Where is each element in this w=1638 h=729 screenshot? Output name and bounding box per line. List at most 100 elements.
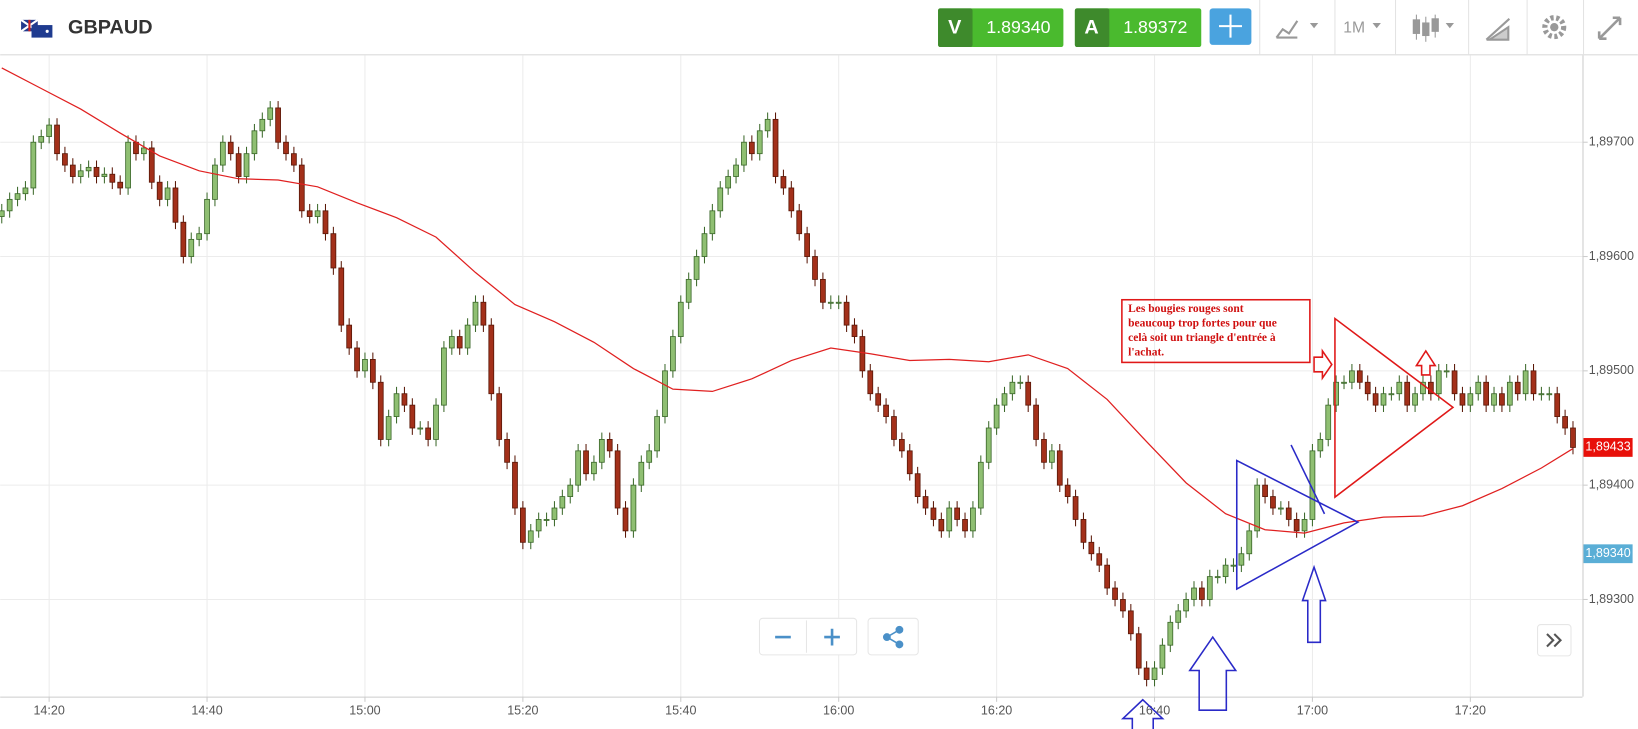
candle-body [622,507,629,532]
candle-body [551,507,558,520]
candle-body [1443,370,1450,373]
candle-body [267,107,274,120]
candle-body [859,336,866,372]
candle-body [298,164,305,212]
candle-body [1041,439,1047,463]
candle-body [164,187,171,200]
candle-body [46,124,52,137]
candle-body [512,461,518,509]
candle-body [227,141,234,155]
candle-body [1017,381,1024,384]
annotation: Les bougies rouges sont [1128,303,1244,315]
annotation: l'achat. [1128,347,1164,359]
candle-body [204,198,210,235]
candle-body [804,233,810,257]
candle-body [1435,370,1442,395]
candles-button[interactable] [1412,14,1455,42]
candle-body [1491,393,1497,406]
candle-body [1238,553,1245,566]
candle-body [330,233,337,269]
candle-body [796,210,803,235]
chart-type-button[interactable] [1275,20,1319,39]
candle-body [520,507,526,543]
candle-body [0,210,5,217]
candle-body [1143,667,1150,680]
x-tick-label: 17:00 [1297,704,1328,718]
candle-body [1412,393,1418,406]
candle-body [598,439,605,463]
candle-body [1049,450,1055,463]
candle-body [196,233,203,240]
candle-body [283,141,289,155]
candle-body [141,147,147,155]
toolbar-separators [1259,0,1585,55]
candle-body [369,358,376,383]
scroll-end-icon [1546,633,1563,648]
candle-body [275,107,281,143]
zoom-in-button[interactable] [824,628,840,646]
candle-body [614,450,621,509]
candle-body [1056,450,1063,486]
zoom-panel [758,617,858,656]
candle-body [362,358,368,372]
candle-body [1064,484,1071,498]
candle-body [725,176,732,189]
sell-price: 1.89340 [986,17,1050,37]
share-icon [882,625,904,649]
candle-body [1388,393,1395,396]
candle-body [1120,599,1126,612]
sell-tag-box [938,8,973,47]
candle-body [219,141,226,166]
candle-body [291,153,297,166]
buy-price: 1.89372 [1123,17,1187,37]
candle-body [717,187,724,212]
timeframe[interactable]: 1M [1343,19,1365,36]
candle-body [1206,576,1213,600]
candle-body [259,118,266,132]
candle-body [1514,381,1521,395]
candle-body [535,519,542,532]
y-tick-label: 1,89400 [1589,477,1634,491]
candle-body [867,370,874,395]
fullscreen-button[interactable] [1597,16,1622,40]
candle-body [654,416,660,452]
candle-body [1033,404,1039,440]
candle-body [448,336,455,349]
candle-body [1025,381,1032,406]
candle-body [591,461,597,475]
annotation: beaucoup trop fortes pour que [1128,317,1277,329]
candle-body [1364,381,1371,395]
candle-body [835,301,842,304]
candle-body [1127,610,1134,635]
blue-arrow [1120,698,1165,729]
crosshair-icon [1219,14,1242,38]
candle-body [1483,381,1490,406]
candle-body [906,450,913,475]
candle-body [417,427,424,430]
candle-body [685,278,692,303]
price-labels: 1,89433 1,89340 [1583,438,1633,564]
price-tag [1583,544,1633,564]
blue-triangle [1235,459,1360,591]
candle-body [1325,404,1332,440]
candle-body [172,187,179,223]
candle-body [54,124,60,155]
candle-body [543,519,550,521]
candle-body [914,473,921,498]
annotation-box [1121,298,1311,364]
candle-body [6,198,13,212]
x-tick-label: 17:20 [1455,704,1486,718]
candle-body [1530,370,1537,395]
candle-body [1499,393,1505,406]
candle-body [243,153,250,177]
candle-body [409,404,416,429]
settings-button[interactable] [1542,15,1567,40]
share-button[interactable] [867,617,919,656]
candle-body [156,181,163,200]
candle-body [1570,427,1576,448]
candle-body [1183,599,1189,612]
drawing-button[interactable] [1485,18,1511,41]
candle-body [472,301,479,326]
